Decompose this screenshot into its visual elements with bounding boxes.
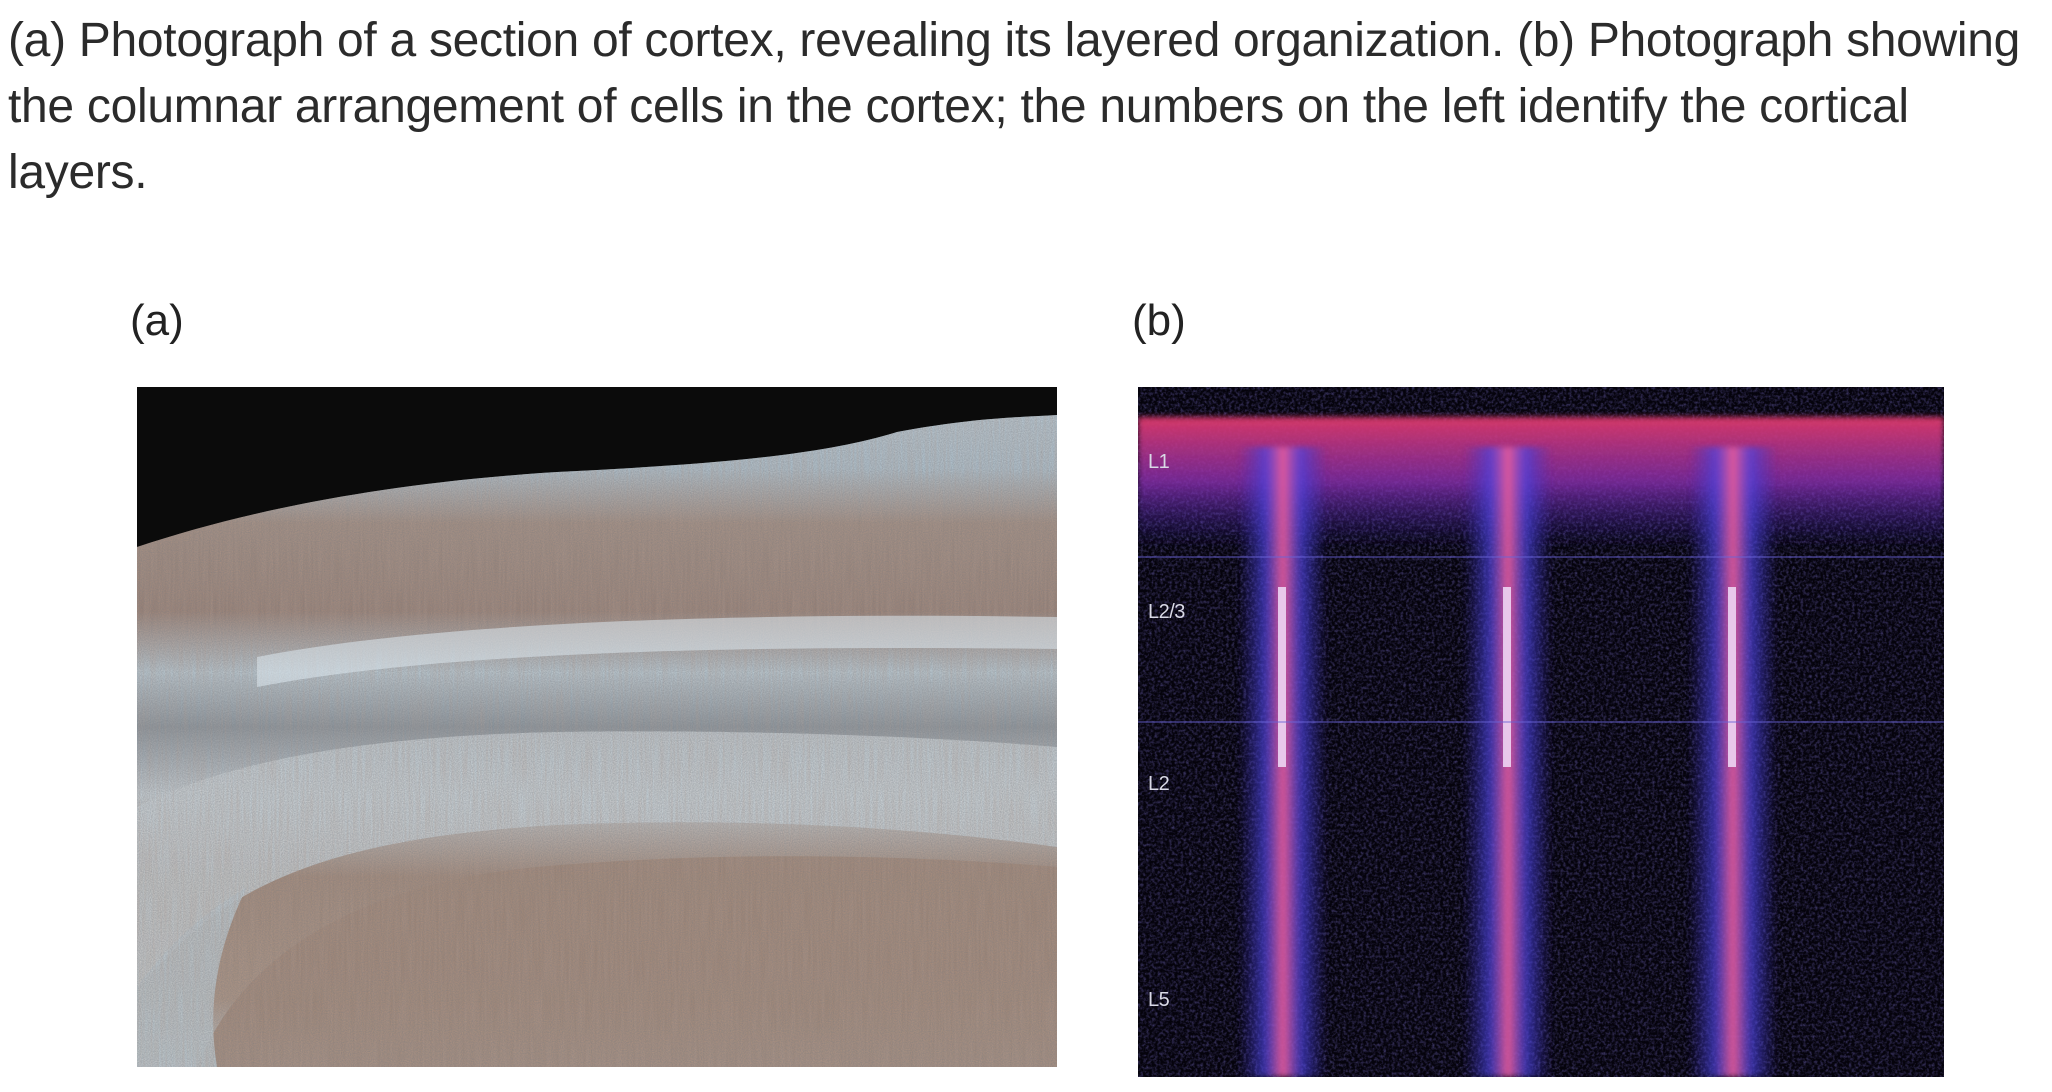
figure-caption: (a) Photograph of a section of cortex, r… — [8, 14, 2021, 199]
cortical-columns-image — [1138, 387, 1944, 1077]
layer-label-l2-3: L2/3 — [1148, 601, 1185, 623]
cortical-columns-photo: L1 L2/3 L2 L5 — [1138, 387, 1944, 1077]
panel-a-label: (a) — [130, 296, 184, 345]
layer-label-l5: L5 — [1148, 989, 1170, 1011]
cortex-section-photo — [137, 387, 1057, 1067]
panel-b-label: (b) — [1132, 296, 1186, 345]
cortex-section-image — [137, 387, 1057, 1067]
layer-label-l2: L2 — [1148, 773, 1170, 795]
layer-label-l1: L1 — [1148, 451, 1170, 473]
